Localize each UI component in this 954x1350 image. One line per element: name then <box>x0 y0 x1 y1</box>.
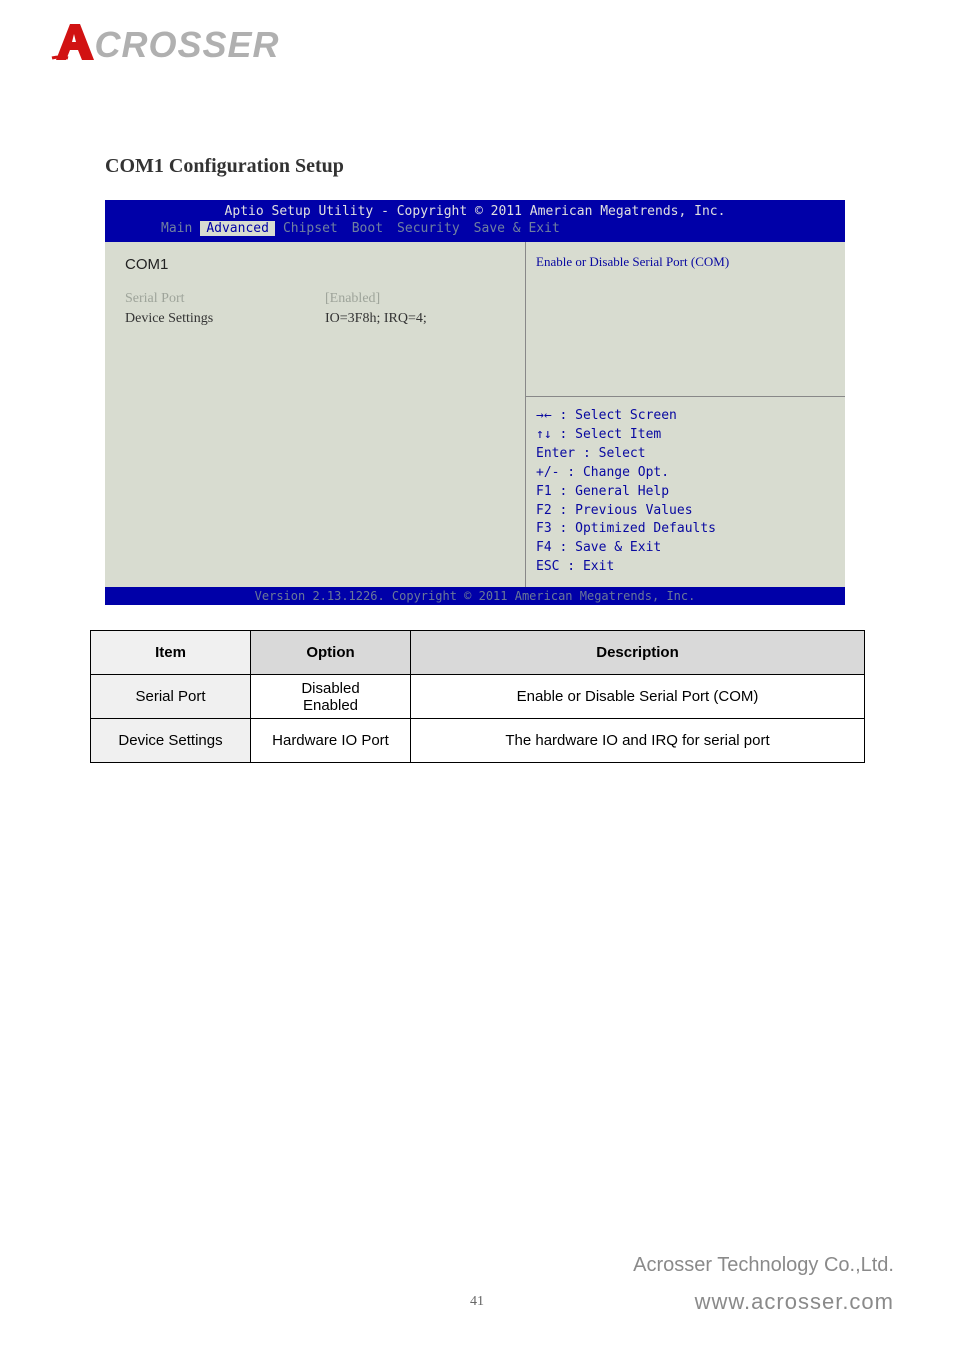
key-enter: Enter : Select <box>536 445 835 464</box>
bios-header-title: Aptio Setup Utility - Copyright © 2011 A… <box>115 202 835 219</box>
cell-option: Disabled Enabled <box>251 675 411 719</box>
settings-table: Item Option Description Serial Port Disa… <box>90 630 865 763</box>
device-settings-label: Device Settings <box>125 311 325 327</box>
bios-key-legend: →← : Select Screen ↑↓ : Select Item Ente… <box>526 396 845 587</box>
bios-screenshot: Aptio Setup Utility - Copyright © 2011 A… <box>105 200 845 605</box>
th-option: Option <box>251 631 411 675</box>
bios-header: Aptio Setup Utility - Copyright © 2011 A… <box>105 200 845 242</box>
footer-company: Acrosser Technology Co.,Ltd. <box>633 1254 894 1277</box>
tab-security[interactable]: Security <box>391 221 466 236</box>
serial-port-label[interactable]: Serial Port <box>125 291 325 307</box>
section-heading: COM1 Configuration Setup <box>105 155 344 178</box>
key-save-exit: F4 : Save & Exit <box>536 539 835 558</box>
key-select-screen: →← : Select Screen <box>536 407 835 426</box>
logo-mark-icon <box>50 20 98 69</box>
tab-boot[interactable]: Boot <box>346 221 389 236</box>
tab-advanced[interactable]: Advanced <box>200 221 275 236</box>
bios-help-text: Enable or Disable Serial Port (COM) <box>526 242 845 396</box>
page-footer: Acrosser Technology Co.,Ltd. www.acrosse… <box>633 1254 894 1315</box>
key-general-help: F1 : General Help <box>536 483 835 502</box>
key-change-opt: +/- : Change Opt. <box>536 464 835 483</box>
tab-save-exit[interactable]: Save & Exit <box>468 221 566 236</box>
bios-left-pane: COM1 Serial Port [Enabled] Device Settin… <box>105 242 525 587</box>
table-row: Serial Port Disabled Enabled Enable or D… <box>91 675 865 719</box>
cell-description: The hardware IO and IRQ for serial port <box>411 719 865 763</box>
bios-right-pane: Enable or Disable Serial Port (COM) →← :… <box>525 242 845 587</box>
key-esc-exit: ESC : Exit <box>536 558 835 577</box>
cell-item: Serial Port <box>91 675 251 719</box>
table-header-row: Item Option Description <box>91 631 865 675</box>
page-number: 41 <box>470 1294 484 1310</box>
th-description: Description <box>411 631 865 675</box>
table-row: Device Settings Hardware IO Port The har… <box>91 719 865 763</box>
key-select-item: ↑↓ : Select Item <box>536 426 835 445</box>
cell-description: Enable or Disable Serial Port (COM) <box>411 675 865 719</box>
key-previous-values: F2 : Previous Values <box>536 502 835 521</box>
device-settings-value: IO=3F8h; IRQ=4; <box>325 311 505 327</box>
serial-port-value[interactable]: [Enabled] <box>325 291 505 307</box>
th-item: Item <box>91 631 251 675</box>
cell-option: Hardware IO Port <box>251 719 411 763</box>
bios-com-title: COM1 <box>125 256 505 273</box>
footer-url: www.acrosser.com <box>633 1289 894 1315</box>
cell-item: Device Settings <box>91 719 251 763</box>
bios-body: COM1 Serial Port [Enabled] Device Settin… <box>105 242 845 587</box>
logo-text: CROSSER <box>94 24 279 66</box>
key-optimized-defaults: F3 : Optimized Defaults <box>536 520 835 539</box>
tab-chipset[interactable]: Chipset <box>277 221 344 236</box>
tab-main[interactable]: Main <box>155 221 198 236</box>
logo: CROSSER <box>50 20 330 80</box>
bios-tabs: Main Advanced Chipset Boot Security Save… <box>115 221 835 236</box>
bios-footer: Version 2.13.1226. Copyright © 2011 Amer… <box>105 587 845 605</box>
